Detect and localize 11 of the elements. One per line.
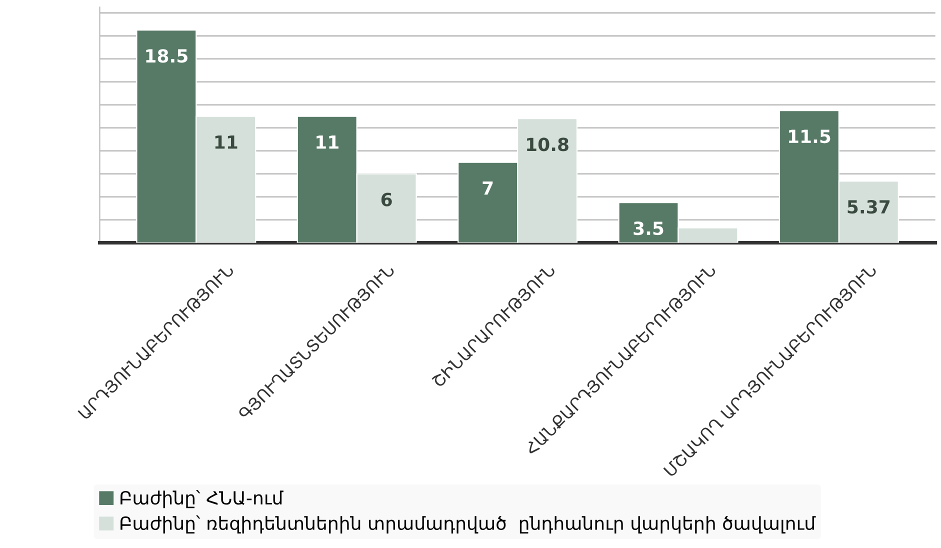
data-label: 7 — [482, 181, 493, 195]
data-label: 10.8 — [527, 138, 568, 152]
data-label: 11 — [215, 136, 238, 149]
data-label: 11 — [316, 136, 338, 149]
data-label: 11.5 — [788, 130, 830, 144]
data-label: 6 — [381, 192, 392, 206]
data-label: 3.5 — [634, 221, 664, 236]
legend-label: Բաժինը՝ ՀՆԱ-ում — [120, 490, 284, 508]
data-label: 18.5 — [146, 49, 188, 63]
legend-label: Բաժինը՝ ռեզիդենտներին տրամադրված ընդհանուր վարկերի ծավալում — [120, 515, 816, 534]
data-label: 5.37 — [848, 200, 890, 214]
